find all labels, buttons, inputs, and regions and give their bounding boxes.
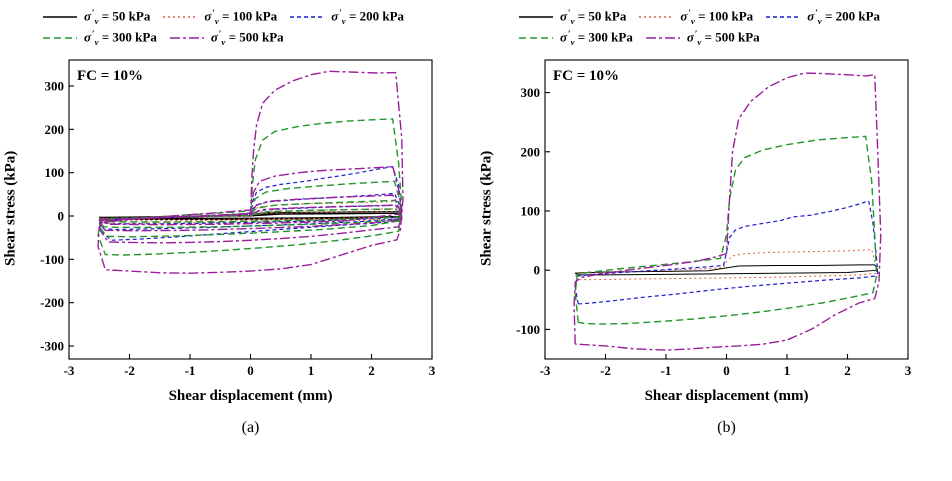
legend-line-swatch xyxy=(43,16,77,18)
plot-row-a: Shear stress (kPa) xyxy=(0,52,476,388)
legend-item-300kpa: σ′v = 300 kPa xyxy=(518,29,633,47)
legend-item-200kpa: σ′v = 200 kPa xyxy=(765,8,880,26)
legend-item-500kpa: σ′v = 500 kPa xyxy=(645,29,760,47)
legend-item-100kpa: σ′v = 100 kPa xyxy=(638,8,753,26)
plot-canvas-a xyxy=(22,52,442,388)
legend-label: σ′v = 500 kPa xyxy=(210,29,284,48)
legend-line-swatch xyxy=(519,16,553,18)
legend-label: σ′v = 100 kPa xyxy=(680,8,754,27)
legend-item-500kpa: σ′v = 500 kPa xyxy=(169,29,284,47)
legend-label: σ′v = 50 kPa xyxy=(560,8,627,27)
legend-line-swatch xyxy=(290,16,325,18)
legend-label: σ′v = 500 kPa xyxy=(686,29,760,48)
legend-a: σ′v = 50 kPa σ′v = 100 kPa σ′v = 200 kPa σ′… xyxy=(42,8,476,47)
y-axis-label-a: Shear stress (kPa) xyxy=(2,150,19,266)
panel-b: σ′v = 50 kPa σ′v = 100 kPa σ′v = 200 kPa σ′… xyxy=(476,6,952,481)
legend-item-100kpa: σ′v = 100 kPa xyxy=(162,8,277,26)
x-axis-label-b: Shear displacement (mm) xyxy=(644,388,809,405)
caption-b: (b) xyxy=(717,419,736,437)
legend-line-swatch xyxy=(43,37,77,40)
legend-label: σ′v = 300 kPa xyxy=(84,29,157,48)
legend-item-300kpa: σ′v = 300 kPa xyxy=(42,29,157,47)
legend-label: σ′v = 200 kPa xyxy=(331,8,405,27)
legend-label: σ′v = 200 kPa xyxy=(807,8,881,27)
x-axis-label-a: Shear displacement (mm) xyxy=(168,388,333,405)
panel-a: σ′v = 50 kPa σ′v = 100 kPa σ′v = 200 kPa σ′… xyxy=(0,6,476,481)
legend-item-50kpa: σ′v = 50 kPa xyxy=(42,8,150,26)
legend-item-200kpa: σ′v = 200 kPa xyxy=(289,8,404,26)
legend-label: σ′v = 300 kPa xyxy=(560,29,633,48)
legend-line-swatch xyxy=(645,37,680,40)
legend-line-swatch xyxy=(519,37,553,40)
legend-line-swatch xyxy=(639,16,674,18)
y-axis-label-b: Shear stress (kPa) xyxy=(478,150,495,266)
legend-label: σ′v = 100 kPa xyxy=(204,8,278,27)
plot-canvas-b xyxy=(498,52,918,388)
caption-a: (a) xyxy=(241,419,260,437)
legend-line-swatch xyxy=(766,16,801,18)
plot-row-b: Shear stress (kPa) xyxy=(476,52,952,388)
legend-label: σ′v = 50 kPa xyxy=(84,8,151,27)
legend-line-swatch xyxy=(169,37,204,40)
legend-item-50kpa: σ′v = 50 kPa xyxy=(518,8,626,26)
legend-b: σ′v = 50 kPa σ′v = 100 kPa σ′v = 200 kPa σ′… xyxy=(518,8,952,47)
legend-line-swatch xyxy=(163,16,198,18)
